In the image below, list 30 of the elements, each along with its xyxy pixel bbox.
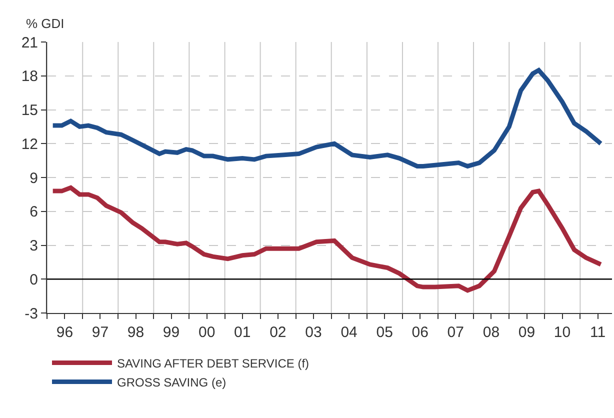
y-tick-label: 12 [21, 136, 38, 153]
x-tick-label: 03 [305, 324, 322, 341]
x-tick-label: 01 [234, 324, 251, 341]
line-series [50, 68, 604, 168]
x-tick-label: 11 [590, 324, 606, 341]
x-tick-label: 05 [376, 324, 393, 341]
y-tick-label: 21 [21, 34, 38, 52]
y-tick-label: 18 [21, 68, 38, 86]
y-tick-label: 3 [30, 238, 38, 254]
y-tick-label: 0 [30, 271, 38, 288]
x-tick-label: 10 [554, 324, 571, 341]
y-tick-label: 15 [21, 102, 38, 119]
line-series [50, 185, 604, 293]
y-tick-label: 6 [30, 204, 38, 221]
x-tick-label: 99 [162, 324, 180, 341]
legend-label: GROSS SAVING (e) [117, 375, 226, 390]
x-tick-label: 98 [127, 324, 144, 341]
x-tick-label: 00 [198, 324, 216, 341]
x-tick-label: 04 [340, 324, 358, 341]
x-tick-label: 07 [447, 324, 464, 341]
y-tick-label: 9 [30, 170, 38, 187]
legend-label: SAVING AFTER DEBT SERVICE (f) [117, 356, 310, 370]
y-tick-label: -3 [24, 305, 38, 322]
x-tick-label: 06 [412, 324, 428, 341]
x-tick-label: 08 [482, 324, 500, 341]
x-tick-label: 09 [518, 324, 536, 341]
x-tick-label: 02 [270, 324, 286, 341]
x-tick-label: 97 [92, 324, 109, 341]
x-tick-label: 96 [56, 324, 74, 341]
y-axis-title: % GDI [26, 16, 64, 31]
